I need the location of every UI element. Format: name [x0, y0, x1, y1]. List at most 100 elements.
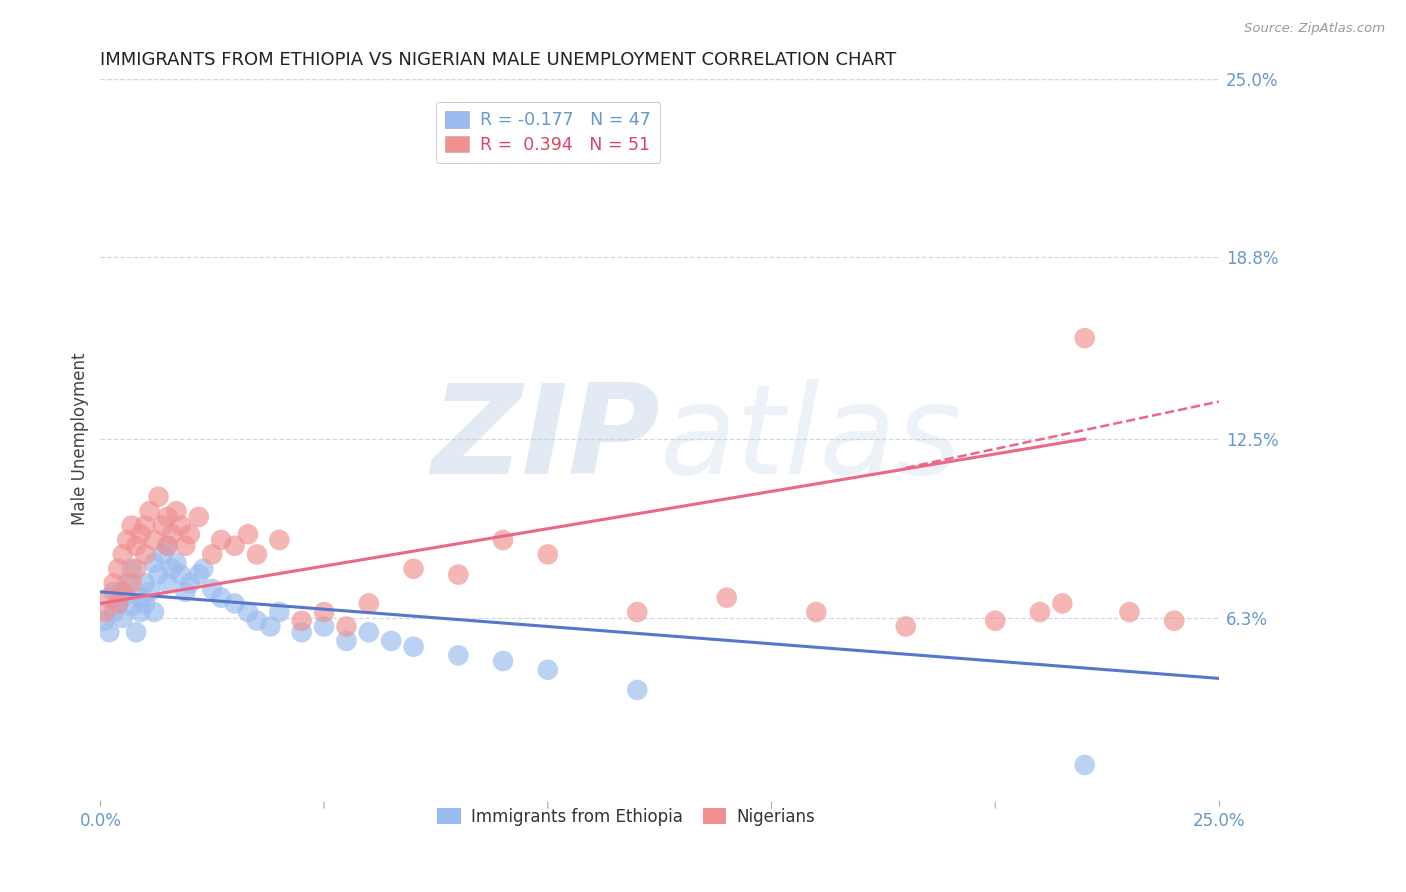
Point [138, 585, 160, 599]
Point [152, 518, 174, 533]
Point [160, 527, 183, 541]
Point [107, 596, 129, 610]
Point [402, 562, 425, 576]
Point [179, 576, 201, 591]
Point [103, 576, 125, 591]
Point [1052, 596, 1074, 610]
Point [134, 576, 156, 591]
Point [537, 663, 560, 677]
Point [335, 619, 357, 633]
Point [98, 591, 121, 605]
Point [165, 504, 187, 518]
Point [187, 509, 209, 524]
Point [156, 539, 179, 553]
Point [291, 614, 314, 628]
Point [170, 567, 193, 582]
Point [129, 527, 152, 541]
Point [246, 614, 269, 628]
Point [806, 605, 828, 619]
Point [626, 605, 648, 619]
Point [148, 490, 170, 504]
Point [447, 567, 470, 582]
Legend: Immigrants from Ethiopia, Nigerians: Immigrants from Ethiopia, Nigerians [429, 800, 823, 834]
Point [111, 548, 134, 562]
Point [107, 596, 129, 610]
Point [111, 585, 134, 599]
Point [156, 539, 179, 553]
Point [357, 596, 380, 610]
Point [1073, 758, 1095, 772]
Point [716, 591, 738, 605]
Text: Source: ZipAtlas.com: Source: ZipAtlas.com [1244, 22, 1385, 36]
Point [201, 548, 224, 562]
Text: IMMIGRANTS FROM ETHIOPIA VS NIGERIAN MALE UNEMPLOYMENT CORRELATION CHART: IMMIGRANTS FROM ETHIOPIA VS NIGERIAN MAL… [100, 51, 897, 69]
Point [492, 533, 515, 547]
Point [402, 640, 425, 654]
Point [156, 509, 179, 524]
Point [984, 614, 1007, 628]
Point [115, 576, 138, 591]
Point [103, 605, 125, 619]
Point [236, 605, 259, 619]
Point [312, 619, 335, 633]
Point [165, 556, 187, 570]
Point [115, 533, 138, 547]
Point [125, 562, 148, 576]
Point [201, 582, 224, 596]
Point [121, 562, 143, 576]
Point [156, 576, 179, 591]
Point [179, 527, 201, 541]
Point [125, 539, 148, 553]
Point [224, 596, 246, 610]
Point [236, 527, 259, 541]
Point [269, 533, 291, 547]
Y-axis label: Male Unemployment: Male Unemployment [72, 353, 89, 525]
Point [170, 518, 193, 533]
Point [134, 596, 156, 610]
Point [143, 605, 166, 619]
Point [94, 614, 117, 628]
Point [160, 562, 183, 576]
Point [1029, 605, 1052, 619]
Point [129, 591, 152, 605]
Point [380, 634, 402, 648]
Point [269, 605, 291, 619]
Point [174, 585, 197, 599]
Point [626, 682, 648, 697]
Point [259, 619, 281, 633]
Point [537, 548, 560, 562]
Point [121, 599, 143, 614]
Point [152, 548, 174, 562]
Point [187, 567, 209, 582]
Point [447, 648, 470, 663]
Point [143, 556, 166, 570]
Point [103, 585, 125, 599]
Point [98, 625, 121, 640]
Point [174, 539, 197, 553]
Point [1073, 331, 1095, 345]
Point [312, 605, 335, 619]
Text: atlas: atlas [659, 378, 962, 500]
Point [246, 548, 269, 562]
Point [129, 605, 152, 619]
Point [1118, 605, 1140, 619]
Point [357, 625, 380, 640]
Point [291, 625, 314, 640]
Point [111, 591, 134, 605]
Point [138, 504, 160, 518]
Point [335, 634, 357, 648]
Point [134, 548, 156, 562]
Point [94, 605, 117, 619]
Point [111, 611, 134, 625]
Point [894, 619, 917, 633]
Point [148, 567, 170, 582]
Point [193, 562, 215, 576]
Point [492, 654, 515, 668]
Text: ZIP: ZIP [430, 378, 659, 500]
Point [209, 533, 232, 547]
Point [1163, 614, 1185, 628]
Point [121, 576, 143, 591]
Point [121, 518, 143, 533]
Point [125, 625, 148, 640]
Point [209, 591, 232, 605]
